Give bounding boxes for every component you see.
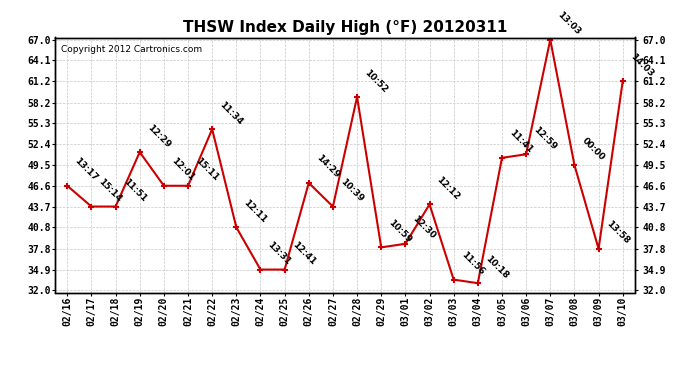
Text: 10:18: 10:18 <box>484 254 510 280</box>
Text: 11:34: 11:34 <box>218 100 244 126</box>
Text: 13:58: 13:58 <box>604 219 631 246</box>
Text: 12:30: 12:30 <box>411 214 437 241</box>
Text: 12:01: 12:01 <box>170 156 196 183</box>
Text: 11:51: 11:51 <box>121 177 148 204</box>
Text: 12:29: 12:29 <box>146 123 172 149</box>
Text: 14:29: 14:29 <box>315 153 341 180</box>
Text: 12:59: 12:59 <box>532 125 558 152</box>
Text: 12:11: 12:11 <box>242 198 268 225</box>
Text: Copyright 2012 Cartronics.com: Copyright 2012 Cartronics.com <box>61 45 202 54</box>
Title: THSW Index Daily High (°F) 20120311: THSW Index Daily High (°F) 20120311 <box>183 20 507 35</box>
Text: 10:39: 10:39 <box>339 177 365 204</box>
Text: 12:41: 12:41 <box>290 240 317 267</box>
Text: 00:00: 00:00 <box>580 136 607 162</box>
Text: 12:12: 12:12 <box>435 175 462 202</box>
Text: 10:52: 10:52 <box>363 68 389 94</box>
Text: 11:41: 11:41 <box>508 128 534 155</box>
Text: 11:56: 11:56 <box>460 250 486 277</box>
Text: 13:31: 13:31 <box>266 240 293 267</box>
Text: 15:14: 15:14 <box>97 177 124 204</box>
Text: 10:59: 10:59 <box>387 218 413 244</box>
Text: 13:17: 13:17 <box>73 156 99 183</box>
Text: 15:11: 15:11 <box>194 156 220 183</box>
Text: 14:03: 14:03 <box>629 52 655 78</box>
Text: 13:03: 13:03 <box>556 10 582 37</box>
